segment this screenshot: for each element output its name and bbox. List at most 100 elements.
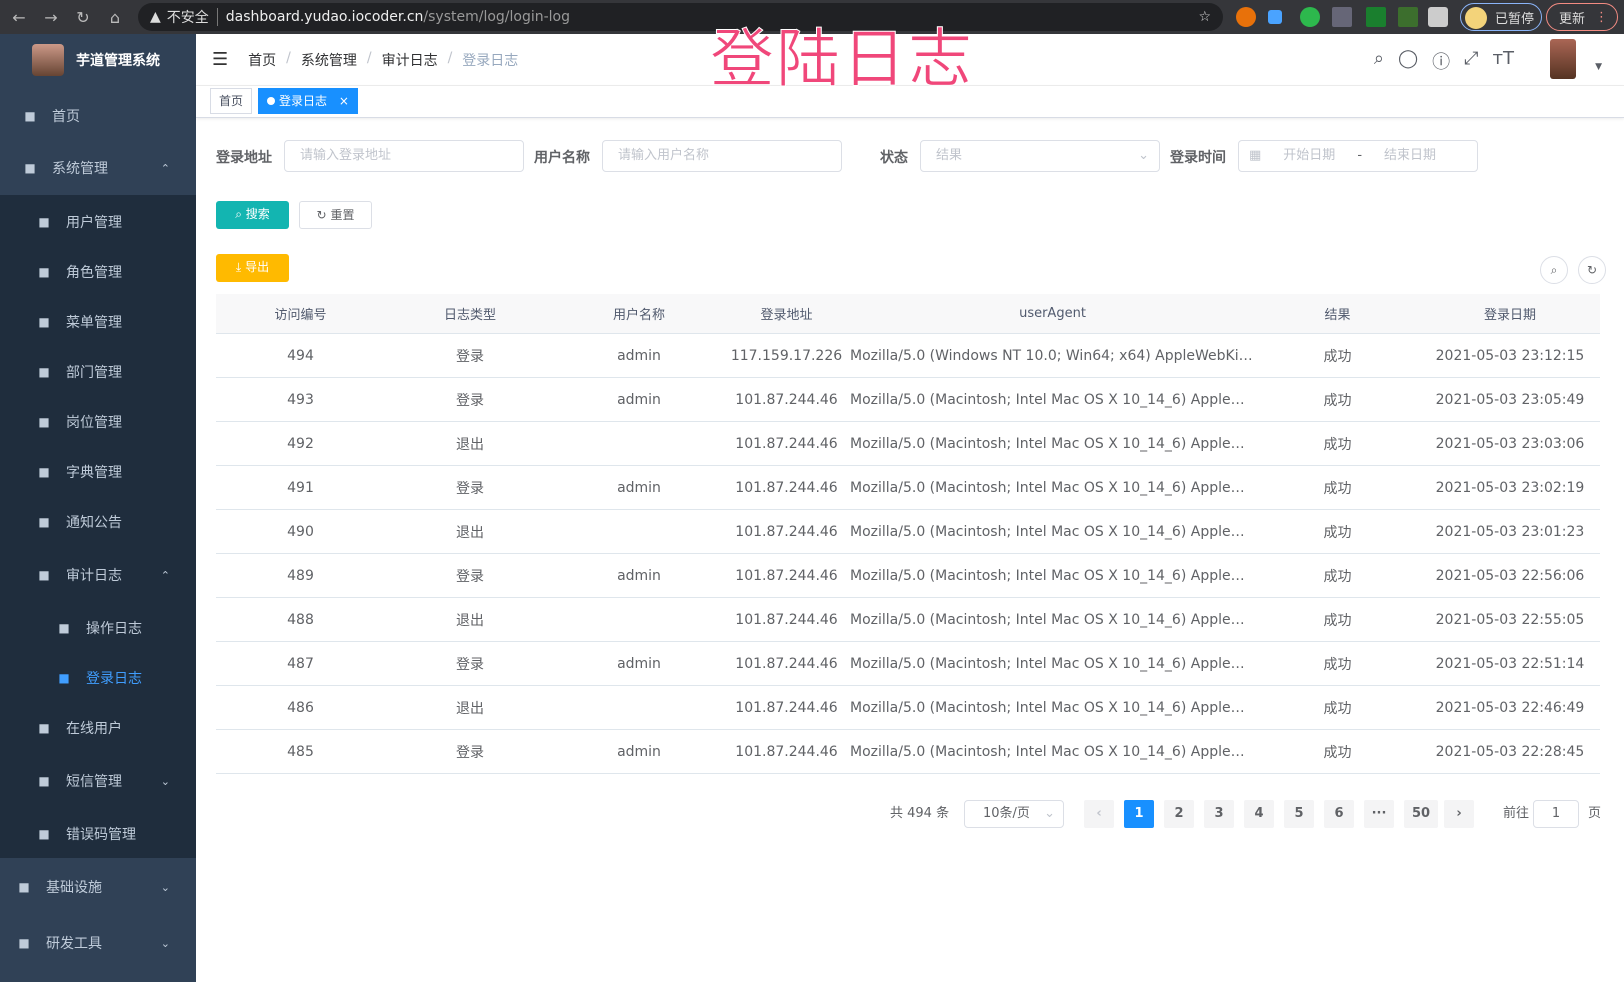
- sidebar-item-label: 岗位管理: [66, 415, 122, 431]
- date-range-picker[interactable]: ▦ 开始日期 - 结束日期: [1238, 140, 1478, 172]
- table-row: 493 登录 admin 101.87.244.46 Mozilla/5.0 (Maci…: [216, 378, 1600, 422]
- profile-button[interactable]: 已暂停: [1460, 3, 1542, 31]
- extension-icon[interactable]: [1366, 7, 1386, 27]
- table-row: 487 登录 admin 101.87.244.46 Mozilla/5.0 (Maci…: [216, 642, 1600, 686]
- address-input[interactable]: 请输入登录地址: [284, 140, 524, 172]
- tag-login-log[interactable]: 登录日志 ×: [258, 88, 358, 114]
- page-button[interactable]: 5: [1284, 800, 1314, 828]
- page-button[interactable]: 4: [1244, 800, 1274, 828]
- chevron-icon: ⌄: [160, 880, 170, 894]
- next-page-button[interactable]: ›: [1444, 800, 1474, 828]
- end-date[interactable]: 结束日期: [1384, 148, 1437, 163]
- back-icon[interactable]: ←: [12, 7, 26, 27]
- extension-icon[interactable]: [1300, 7, 1320, 27]
- sidebar-item[interactable]: ■ 错误码管理: [0, 809, 196, 859]
- sidebar-item[interactable]: ■ 短信管理 ⌄: [0, 756, 196, 806]
- table-cell: 登录: [456, 392, 484, 409]
- column-header: 用户名称: [612, 308, 665, 323]
- sidebar-item[interactable]: ■ 部门管理: [0, 347, 196, 397]
- chevron-icon: ⌃: [160, 161, 170, 175]
- extension-icon[interactable]: [1398, 7, 1418, 27]
- page-button[interactable]: 2: [1164, 800, 1194, 828]
- table-cell: Mozilla/5.0 (Macintosh; Intel Mac OS X 1…: [850, 611, 1255, 628]
- address-bar[interactable]: ▲ 不安全 dashboard.yudao.iocoder.cn/system/…: [138, 3, 1223, 31]
- search-icon[interactable]: ⌕: [1373, 48, 1384, 69]
- table-cell: 490: [287, 523, 314, 540]
- search-button[interactable]: ⌕ 搜索: [216, 201, 289, 229]
- goto-page-input[interactable]: 1: [1533, 800, 1579, 828]
- sidebar-item[interactable]: ■ 审计日志 ⌃: [0, 550, 196, 600]
- dashboard-icon: ■: [24, 109, 36, 123]
- export-button[interactable]: ⤓ 导出: [216, 254, 289, 282]
- table-cell: 成功: [1323, 744, 1352, 761]
- sidebar-item[interactable]: ■ 岗位管理: [0, 397, 196, 447]
- page-button[interactable]: ···: [1364, 800, 1394, 828]
- font-size-icon[interactable]: ᴛT: [1492, 48, 1514, 69]
- sidebar-item-label: 菜单管理: [66, 315, 122, 331]
- toggle-search-button[interactable]: ⌕: [1540, 256, 1568, 284]
- extension-icon[interactable]: [1236, 7, 1256, 27]
- sidebar-item[interactable]: ■ 字典管理: [0, 447, 196, 497]
- reset-label: 重置: [330, 208, 355, 222]
- tag-label: 首页: [219, 94, 244, 108]
- caret-down-icon[interactable]: ▼: [1595, 62, 1602, 72]
- page-button[interactable]: 1: [1124, 800, 1154, 828]
- hamburger-icon[interactable]: ☰: [212, 49, 229, 70]
- fullscreen-icon[interactable]: ⤢: [1464, 48, 1479, 69]
- start-date[interactable]: 开始日期: [1283, 148, 1336, 163]
- logininfor-icon: ■: [58, 671, 70, 685]
- user-avatar[interactable]: [1550, 39, 1576, 79]
- extension-icon[interactable]: [1332, 7, 1352, 27]
- sidebar-item[interactable]: ■ 登录日志: [0, 653, 196, 703]
- table-row: 490 退出 101.87.244.46 Mozilla/5.0 (Macintosh…: [216, 510, 1600, 554]
- calendar-icon: ▦: [1249, 148, 1262, 163]
- sidebar-item[interactable]: ■ 菜单管理: [0, 297, 196, 347]
- sidebar-item[interactable]: ■ 基础设施 ⌄: [0, 862, 196, 912]
- reset-button[interactable]: ↻ 重置: [299, 201, 372, 229]
- sidebar-item[interactable]: ■ 研发工具 ⌄: [0, 918, 196, 968]
- table-cell: 成功: [1323, 700, 1352, 717]
- sidebar-item[interactable]: ■ 在线用户: [0, 703, 196, 753]
- page-size-select[interactable]: 10条/页 ⌄: [964, 800, 1064, 828]
- dict-icon: ■: [38, 465, 50, 479]
- sidebar-item-label: 审计日志: [66, 568, 122, 584]
- extension-icon[interactable]: [1268, 10, 1282, 24]
- goto-label: 前往: [1503, 806, 1530, 821]
- sidebar-item-label: 首页: [52, 109, 80, 125]
- bookmark-star-icon[interactable]: ☆: [1198, 9, 1211, 25]
- close-icon[interactable]: ×: [338, 94, 349, 108]
- forward-icon[interactable]: →: [44, 7, 58, 27]
- prev-page-button[interactable]: ‹: [1084, 800, 1114, 828]
- home-icon[interactable]: ⌂: [109, 7, 121, 27]
- sidebar-item[interactable]: ■ 用户管理: [0, 197, 196, 247]
- table-row: 486 退出 101.87.244.46 Mozilla/5.0 (Macintosh…: [216, 686, 1600, 730]
- search-icon: ⌕: [235, 207, 242, 221]
- table-cell: 登录: [456, 348, 484, 365]
- sidebar-item[interactable]: ■ 角色管理: [0, 247, 196, 297]
- table-cell: Mozilla/5.0 (Macintosh; Intel Mac OS X 1…: [850, 479, 1255, 496]
- table-cell: 2021-05-03 22:28:45: [1435, 743, 1585, 760]
- tag-home[interactable]: 首页: [210, 88, 253, 114]
- column-header: 结果: [1324, 308, 1351, 323]
- puzzle-icon[interactable]: [1428, 7, 1448, 27]
- sidebar-item[interactable]: ■ 首页: [0, 91, 196, 141]
- url-host: dashboard.yudao.iocoder.cn: [225, 9, 424, 25]
- page-button[interactable]: 3: [1204, 800, 1234, 828]
- table-cell: 2021-05-03 22:56:06: [1435, 567, 1585, 584]
- refresh-button[interactable]: ↻: [1578, 256, 1606, 284]
- update-button[interactable]: 更新 ⋮: [1546, 3, 1618, 31]
- table-cell: Mozilla/5.0 (Macintosh; Intel Mac OS X 1…: [850, 523, 1255, 540]
- reload-icon[interactable]: ↻: [76, 7, 90, 27]
- page-button[interactable]: 6: [1324, 800, 1354, 828]
- breadcrumb-item[interactable]: 首页: [248, 52, 277, 69]
- status-select[interactable]: 结果 ⌄: [920, 140, 1160, 172]
- page-button[interactable]: 50: [1404, 800, 1438, 828]
- sidebar-item[interactable]: ■ 操作日志: [0, 603, 196, 653]
- sidebar-item[interactable]: ■ 系统管理 ⌃: [0, 143, 196, 193]
- username-input[interactable]: 请输入用户名称: [602, 140, 842, 172]
- question-icon[interactable]: ⓘ: [1432, 52, 1451, 73]
- sidebar-logo[interactable]: 芋道管理系统: [0, 34, 196, 86]
- github-icon[interactable]: ◯: [1397, 48, 1419, 69]
- sidebar-item[interactable]: ■ 通知公告: [0, 497, 196, 547]
- sidebar-item-label: 短信管理: [66, 774, 122, 790]
